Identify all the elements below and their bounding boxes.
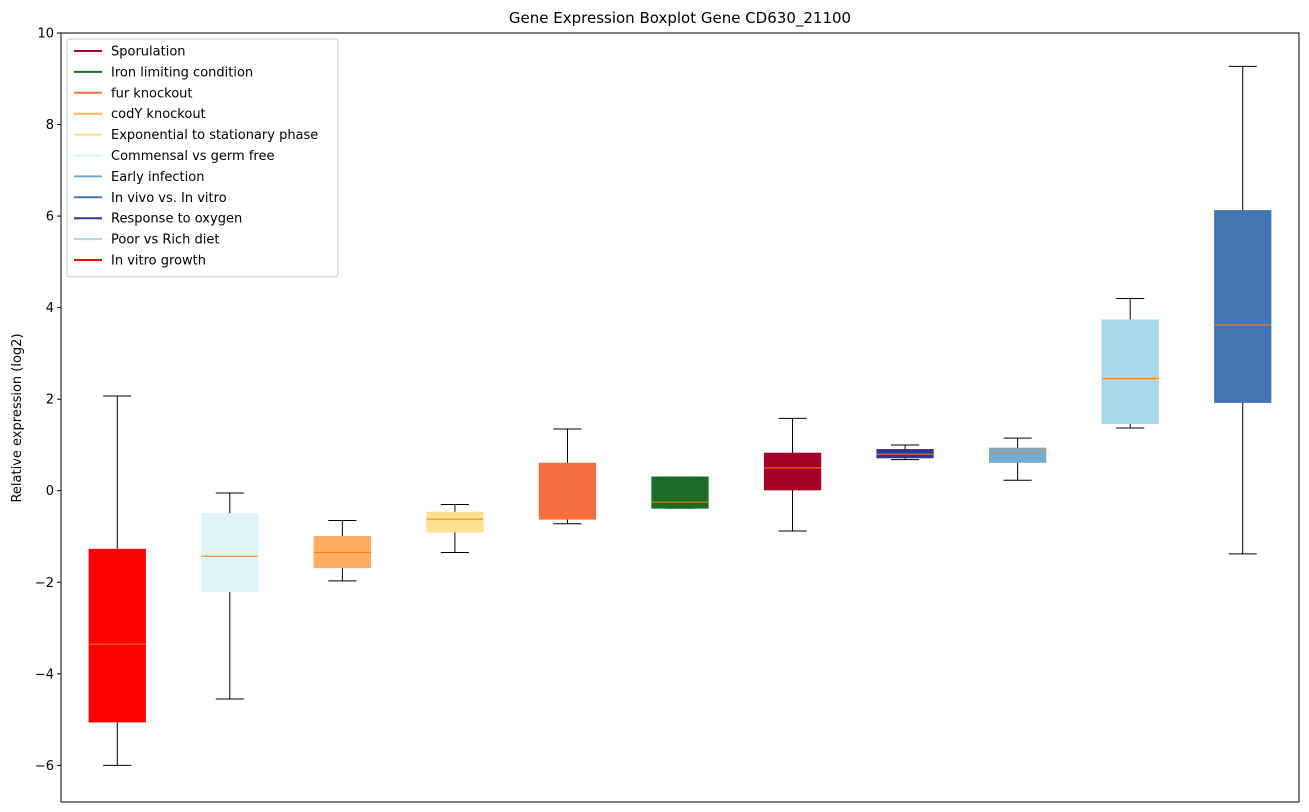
legend-label: Poor vs Rich diet — [111, 233, 219, 248]
legend-label: Early infection — [111, 170, 204, 185]
plot-frame — [60, 32, 1300, 803]
legend-label: In vivo vs. In vitro — [111, 191, 227, 206]
box-5 — [651, 476, 709, 509]
boxes-layer — [88, 65, 1272, 766]
legend-label: Iron limiting condition — [111, 65, 253, 80]
legend: Sporulation Iron limiting condition fur kn… — [66, 38, 339, 278]
box-body — [1101, 319, 1159, 424]
box-body — [763, 452, 822, 491]
box-2 — [313, 519, 371, 582]
box-3 — [426, 503, 484, 554]
y-tick-label: 2 — [46, 393, 54, 408]
y-tick-label: 0 — [46, 484, 54, 499]
box-7 — [876, 444, 934, 461]
box-body — [651, 476, 709, 509]
y-tick-label: −6 — [35, 759, 54, 774]
legend-label: Exponential to stationary phase — [111, 128, 318, 143]
box-body — [426, 511, 484, 533]
box-body — [538, 462, 597, 520]
box-body — [201, 513, 259, 592]
box-9 — [1101, 297, 1159, 429]
box-8 — [989, 437, 1047, 481]
box-body — [1214, 210, 1272, 403]
box-body — [989, 447, 1047, 463]
y-tick-label: −4 — [35, 667, 54, 682]
legend-label: codY knockout — [111, 107, 206, 122]
legend-label: Response to oxygen — [111, 212, 242, 227]
box-6 — [763, 417, 822, 532]
box-0 — [88, 395, 146, 766]
box-4 — [538, 428, 597, 525]
legend-label: Sporulation — [111, 45, 186, 60]
legend-label: Commensal vs germ free — [111, 149, 274, 164]
y-tick-label: −2 — [35, 576, 54, 591]
y-tick-label: 10 — [37, 27, 54, 42]
legend-label: In vitro growth — [111, 254, 206, 269]
chart-title: Gene Expression Boxplot Gene CD630_21100 — [509, 9, 851, 28]
y-axis: −6 −4 −2 0 2 4 6 8 10 — [35, 27, 61, 774]
y-tick-label: 6 — [46, 210, 54, 225]
legend-label: fur knockout — [111, 86, 193, 101]
y-tick-label: 4 — [46, 301, 54, 316]
legend-frame — [66, 38, 339, 278]
box-body — [88, 548, 146, 723]
box-10 — [1214, 65, 1272, 555]
y-tick-label: 8 — [46, 118, 54, 133]
y-axis-label: Relative expression (log2) — [10, 333, 25, 502]
box-1 — [201, 492, 259, 700]
